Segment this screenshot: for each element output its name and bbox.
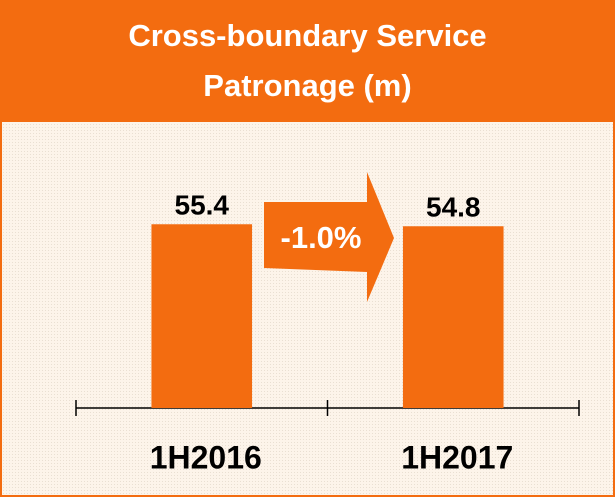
x-tick-label: 1H2016 bbox=[150, 439, 262, 475]
arrow-shape bbox=[264, 172, 394, 302]
bar bbox=[151, 224, 253, 408]
value-label: 55.4 bbox=[175, 190, 230, 221]
x-tick-label: 1H2017 bbox=[401, 439, 513, 475]
annotation: -1.0% bbox=[281, 220, 362, 255]
header: Cross-boundary Service Patronage (m) bbox=[2, 0, 613, 122]
bar bbox=[402, 226, 504, 408]
value-label: 54.8 bbox=[426, 192, 481, 223]
change-arrow bbox=[264, 172, 394, 302]
chart-title: Cross-boundary Service Patronage (m) bbox=[128, 18, 487, 103]
